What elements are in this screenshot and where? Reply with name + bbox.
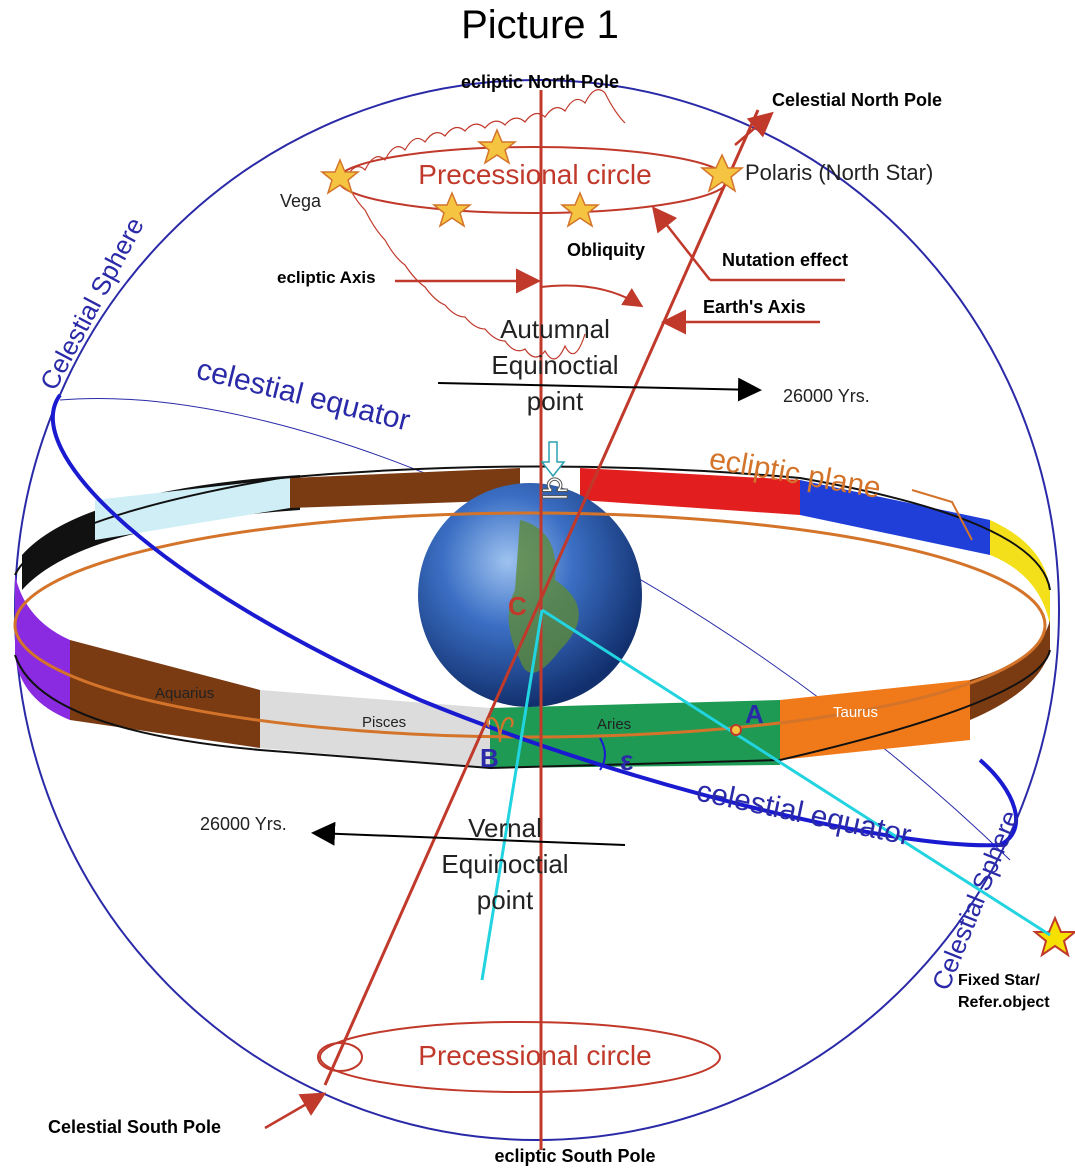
zodiac-pisces-label: Pisces <box>362 714 406 731</box>
point-b-label: B <box>480 743 499 773</box>
celestial-equator-front <box>50 393 1018 848</box>
point-a-marker <box>730 724 742 736</box>
zodiac-aries-label: Aries <box>597 716 631 733</box>
celestial-south-pole-label: Celestial South Pole <box>48 1117 221 1137</box>
ecliptic-axis-label: ecliptic Axis <box>277 268 376 287</box>
epsilon-arc <box>599 737 606 771</box>
ecliptic-south-pole-label: ecliptic South Pole <box>494 1146 655 1166</box>
autumnal-pointer-icon <box>540 441 566 478</box>
zodiac-ring-back <box>22 468 1050 625</box>
precessional-circle-top-label: Precessional circle <box>418 159 651 190</box>
obliquity-label: Obliquity <box>567 240 645 260</box>
autumnal-label-line1: Autumnal <box>500 314 610 344</box>
celestial-sphere-right-label: Celestial Sphere <box>926 806 1025 994</box>
vernal-label-line1: Vernal <box>468 813 542 843</box>
star-icon <box>699 153 745 193</box>
small-south-ellipse <box>317 1042 363 1072</box>
epsilon-label: ε <box>620 745 633 776</box>
libra-symbol-icon: ♎ <box>540 470 570 508</box>
polaris-label: Polaris (North Star) <box>745 160 933 185</box>
earths-axis-line <box>323 109 760 1086</box>
zodiac-aquarius-label: Aquarius <box>155 685 214 702</box>
precessional-circle-bottom <box>319 1021 721 1093</box>
celestial-sphere-left-label: Celestial Sphere <box>34 212 150 395</box>
precession-stars <box>319 128 745 228</box>
point-a-label: A <box>745 699 764 729</box>
celestial-north-pole-label: Celestial North Pole <box>772 90 942 110</box>
fixed-star-label-line2: Refer.object <box>958 994 1050 1011</box>
point-c-label: C <box>508 591 527 621</box>
years-top-label: 26000 Yrs. <box>783 386 870 406</box>
star-icon <box>319 158 361 195</box>
page-title: Picture 1 <box>461 3 619 47</box>
nutation-effect-label: Nutation effect <box>722 250 848 270</box>
cyan-reference-lines <box>480 608 1051 981</box>
earths-axis-label: Earth's Axis <box>703 297 806 317</box>
vega-label: Vega <box>280 191 322 211</box>
ecliptic-north-pole-label: ecliptic North Pole <box>461 72 619 92</box>
star-icon <box>476 128 518 165</box>
ecliptic-plane-ellipse <box>13 511 1047 739</box>
nutation-wave <box>344 89 626 360</box>
aries-symbol-icon: ♈ <box>485 712 515 750</box>
precession-arrow-top <box>437 377 762 402</box>
pointer-arrows <box>264 111 845 1130</box>
fixed-star-label-line1: Fixed Star/ <box>958 972 1040 989</box>
star-icon <box>559 191 601 228</box>
precessional-circle-bottom-label: Precessional circle <box>418 1040 651 1071</box>
celestial-equator-top-label: celestial equator <box>193 353 413 438</box>
fixed-star-icon <box>1032 915 1075 958</box>
vernal-label-line2: Equinoctial <box>441 849 568 879</box>
precession-arrow-bottom <box>311 821 626 846</box>
star-icon <box>431 191 473 228</box>
vernal-label-line3: point <box>477 885 534 915</box>
autumnal-label-line3: point <box>527 386 584 416</box>
autumnal-label-line2: Equinoctial <box>491 350 618 380</box>
years-bottom-label: 26000 Yrs. <box>200 814 287 834</box>
zodiac-ring-front <box>14 465 1051 770</box>
celestial-equator-bottom-label: celestial equator <box>694 775 915 853</box>
zodiac-taurus-label: Taurus <box>833 704 878 721</box>
obliquity-arc <box>540 284 644 308</box>
ecliptic-plane-pointer <box>911 489 973 541</box>
